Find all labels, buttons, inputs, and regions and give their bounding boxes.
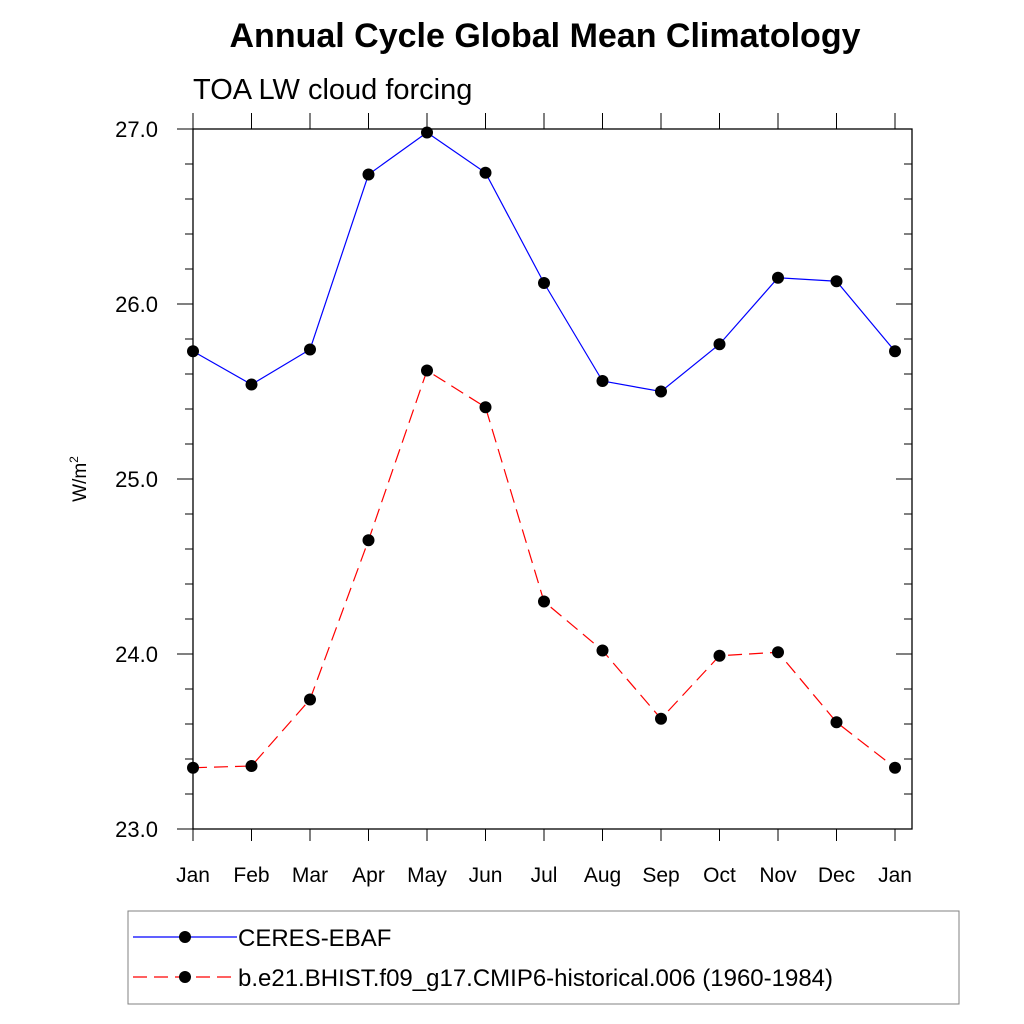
x-tick-label: Apr — [352, 864, 385, 887]
plot-frame — [192, 128, 913, 830]
y-tick-label: 24.0 — [115, 642, 158, 667]
y-tick-label: 25.0 — [115, 467, 158, 492]
data-point — [655, 712, 667, 725]
data-point — [362, 534, 375, 547]
data-point — [713, 338, 726, 351]
x-tick-label: Jul — [531, 864, 558, 887]
series-2 — [187, 364, 901, 774]
x-tick-label: Feb — [233, 864, 269, 887]
data-point — [889, 345, 901, 358]
x-tick-label: May — [407, 864, 447, 887]
x-tick-label: Oct — [703, 864, 736, 887]
data-point — [538, 277, 550, 289]
data-point — [479, 401, 492, 414]
data-point — [889, 761, 901, 774]
y-tick-label: 26.0 — [115, 292, 158, 317]
chart-subtitle: TOA LW cloud forcing — [193, 74, 472, 106]
legend-marker — [179, 931, 191, 943]
legend-marker — [179, 971, 191, 983]
legend-label-1: CERES-EBAF — [238, 925, 391, 952]
x-tick-label: Sep — [642, 864, 679, 887]
data-point — [362, 168, 375, 181]
data-point — [713, 649, 726, 662]
data-point — [596, 644, 609, 657]
series-1 — [187, 126, 901, 398]
legend-box — [127, 910, 960, 1005]
data-point — [421, 364, 433, 377]
data-point — [596, 375, 609, 387]
y-tick-label: 27.0 — [115, 117, 158, 142]
data-point — [830, 275, 843, 288]
x-tick-label: Mar — [292, 864, 328, 887]
x-tick-label: Nov — [759, 864, 797, 887]
series-line-2 — [192, 369, 896, 769]
data-point — [830, 716, 843, 729]
y-tick-label: 23.0 — [115, 817, 158, 842]
data-point — [421, 126, 433, 139]
data-point — [187, 761, 199, 774]
data-point — [772, 271, 784, 284]
x-tick-label: Jan — [878, 864, 912, 887]
x-tick-label: Dec — [818, 864, 855, 887]
data-point — [304, 693, 316, 706]
x-tick-label: Jan — [176, 864, 210, 887]
y-axis-label: W/m2 — [67, 456, 91, 502]
series-line-1 — [192, 131, 896, 393]
legend-label-2: b.e21.BHIST.f09_g17.CMIP6-historical.006… — [238, 965, 833, 992]
data-point — [245, 760, 258, 772]
x-tick-label: Jun — [469, 864, 503, 887]
data-point — [772, 646, 784, 659]
series-layer — [187, 126, 901, 774]
x-tick-label: Aug — [584, 864, 621, 887]
legend: CERES-EBAF b.e21.BHIST.f09_g17.CMIP6-hist… — [127, 910, 960, 1005]
axes: 23.0 24.0 25.0 26.0 27.0 Jan Feb Mar Apr May Jun Ju… — [115, 113, 913, 887]
data-point — [538, 595, 550, 608]
data-point — [304, 343, 316, 356]
data-point — [187, 345, 199, 358]
data-point — [479, 166, 492, 179]
data-point — [655, 385, 667, 398]
data-point — [245, 378, 258, 391]
chart-title: Annual Cycle Global Mean Climatology — [230, 17, 861, 55]
